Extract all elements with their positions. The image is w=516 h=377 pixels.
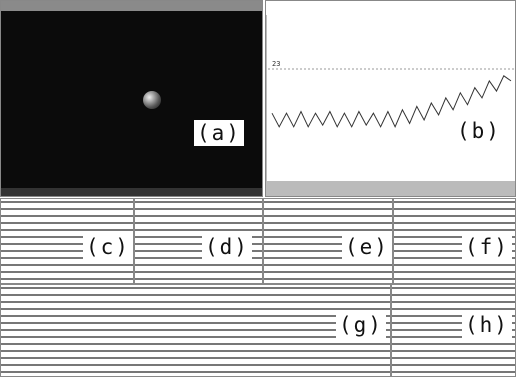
panel-label: (d) bbox=[202, 234, 252, 260]
panel-label: (g) bbox=[336, 312, 386, 338]
panel-label: (f) bbox=[462, 234, 512, 260]
panel-f: (f) bbox=[393, 198, 516, 284]
panel-label: (e) bbox=[342, 234, 392, 260]
panel-h: (h) bbox=[391, 284, 516, 377]
sphere bbox=[143, 91, 161, 109]
panel-label: (c) bbox=[83, 234, 133, 260]
panel-c: (c) bbox=[0, 198, 134, 284]
panel-label: (h) bbox=[462, 312, 512, 338]
graph-footer bbox=[266, 181, 516, 197]
graph: 23 bbox=[266, 1, 516, 197]
y-tick-label: 23 bbox=[272, 60, 280, 68]
panel-a: (a) bbox=[0, 0, 263, 197]
panel-label: (a) bbox=[194, 120, 244, 146]
panel-d: (d) bbox=[134, 198, 263, 284]
status-bar bbox=[1, 188, 262, 196]
panel-label: (b) bbox=[454, 118, 504, 144]
title-bar bbox=[1, 1, 262, 11]
figure: (a) 23 (b) (c) (d) (e) (f) (g) (h) bbox=[0, 0, 516, 377]
panel-g: (g) bbox=[0, 284, 391, 377]
panel-e: (e) bbox=[263, 198, 393, 284]
panel-b: 23 (b) bbox=[265, 0, 516, 197]
